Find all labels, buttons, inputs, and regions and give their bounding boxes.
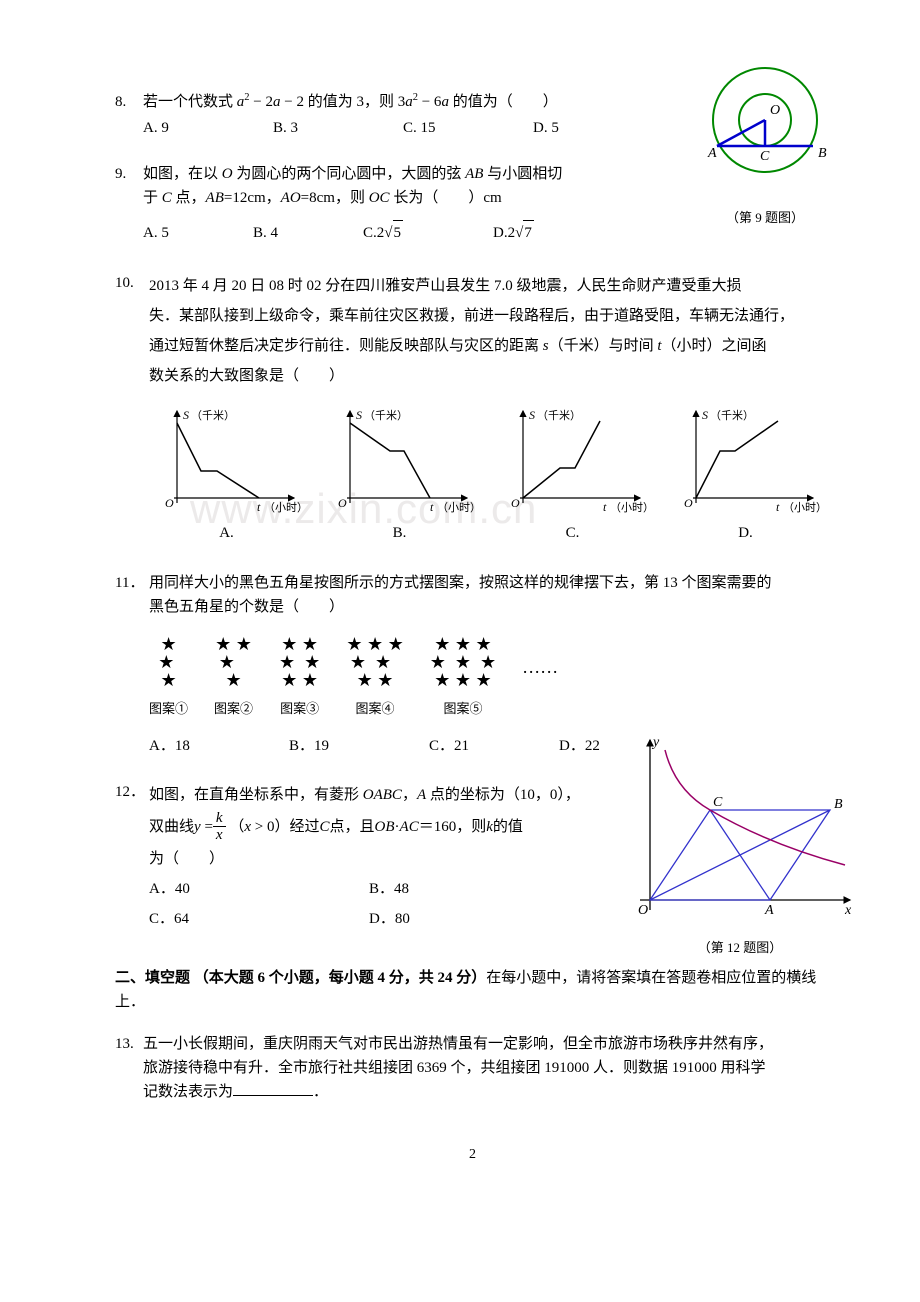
- q10-charts-row: S（千米） O t（小时） A. S（千米） O t（小时） B.: [149, 403, 830, 545]
- q8-number: 8.: [115, 90, 143, 114]
- svg-text:y: y: [651, 735, 660, 750]
- q11-pattern-4: ★ ★ ★ ★ ★ ★ ★ 图案④: [346, 635, 403, 720]
- q9-number: 9.: [115, 162, 143, 210]
- q11-pattern-3: ★ ★ ★ ★ ★ ★ 图案③: [279, 635, 320, 720]
- question-10: 10. 2013 年 4 月 20 日 08 时 02 分在四川雅安芦山县发生 …: [115, 271, 830, 545]
- q9-label-b: B: [818, 146, 827, 161]
- svg-text:O: O: [638, 903, 648, 918]
- svg-text:O: O: [165, 496, 174, 510]
- q9-label-o: O: [770, 103, 780, 118]
- q10-chart-c: S（千米） O t（小时） C.: [495, 403, 650, 545]
- svg-text:（千米）: （千米）: [710, 409, 754, 422]
- svg-text:（小时）: （小时）: [437, 501, 477, 513]
- svg-text:（千米）: （千米）: [537, 409, 581, 422]
- svg-text:S: S: [183, 408, 189, 422]
- q9-opt-c: C. 2√5: [363, 220, 493, 245]
- q12-opt-c: C．64: [149, 904, 369, 934]
- svg-text:O: O: [338, 496, 347, 510]
- svg-text:x: x: [844, 903, 852, 918]
- svg-text:S: S: [356, 408, 362, 422]
- question-8: 8. 若一个代数式 a2 − 2a − 2 的值为 3，则 3a2 − 6a 的…: [115, 90, 830, 140]
- q10-number: 10.: [115, 271, 149, 391]
- svg-text:（千米）: （千米）: [364, 409, 408, 422]
- question-13: 13. 五一小长假期间，重庆阴雨天气对市民出游热情虽有一定影响，但全市旅游市场秩…: [115, 1032, 830, 1104]
- q9-opt-d: D. 2√7: [493, 220, 534, 245]
- q11-opt-b: B．19: [289, 734, 429, 758]
- q13-number: 13.: [115, 1032, 143, 1104]
- q10-chart-a: S（千米） O t（小时） A.: [149, 403, 304, 545]
- svg-text:（小时）: （小时）: [610, 501, 650, 513]
- svg-text:t: t: [257, 500, 261, 513]
- question-12: 12． 如图，在直角坐标系中，有菱形 OABC，A 点的坐标为（10，0）， 双…: [115, 780, 830, 934]
- svg-text:O: O: [684, 496, 693, 510]
- svg-text:t: t: [603, 500, 607, 513]
- q8-text-mid2: 的值为（ ）: [449, 94, 558, 110]
- svg-text:C: C: [713, 795, 723, 810]
- svg-text:S: S: [529, 408, 535, 422]
- q8-text-pre: 若一个代数式: [143, 94, 237, 110]
- q10-chart-b: S（千米） O t（小时） B.: [322, 403, 477, 545]
- q9-label-a: A: [707, 146, 717, 161]
- q13-blank: [233, 1080, 313, 1096]
- svg-text:t: t: [776, 500, 780, 513]
- svg-text:A: A: [764, 903, 774, 918]
- q12-opt-a: A．40: [149, 874, 369, 904]
- question-9: 9. 如图，在以 O 为圆心的两个同心圆中，大圆的弦 AB 与小圆相切 于 C …: [115, 162, 830, 245]
- q8-opt-a: A. 9: [143, 116, 273, 140]
- page-number: 2: [115, 1144, 830, 1166]
- q8-opt-d: D. 5: [533, 116, 559, 140]
- q11-pattern-2: ★ ★ ★ ★ 图案②: [214, 635, 253, 720]
- q10-chart-d: S（千米） O t（小时） D.: [668, 403, 823, 545]
- q11-opt-a: A．18: [149, 734, 289, 758]
- q9-opt-a: A. 5: [143, 221, 253, 245]
- svg-text:（千米）: （千米）: [191, 409, 235, 422]
- section-2-header: 二、填空题 （本大题 6 个小题，每小题 4 分，共 24 分）在每小题中，请将…: [115, 966, 830, 1014]
- q11-opt-c: C．21: [429, 734, 559, 758]
- q11-opt-d: D．22: [559, 734, 600, 758]
- q12-number: 12．: [115, 780, 149, 934]
- q11-patterns: ★ ★ ★ 图案① ★ ★ ★ ★ 图案② ★ ★ ★ ★ ★ ★ 图案③ ★ …: [149, 635, 830, 720]
- q8-opt-b: B. 3: [273, 116, 403, 140]
- q12-opt-b: B．48: [369, 874, 409, 904]
- svg-text:S: S: [702, 408, 708, 422]
- svg-text:B: B: [834, 797, 843, 812]
- q12-figure: y x O A B C （第 12 题图）: [620, 730, 860, 959]
- q9-opt-b: B. 4: [253, 221, 363, 245]
- q11-dots: ……: [522, 653, 558, 702]
- q11-pattern-5: ★ ★ ★ ★ ★ ★ ★ ★ ★ 图案⑤: [430, 635, 496, 720]
- q12-figcap: （第 12 题图）: [620, 938, 860, 959]
- q8-opt-c: C. 15: [403, 116, 533, 140]
- q11-pattern-1: ★ ★ ★ 图案①: [149, 635, 188, 720]
- q11-number: 11．: [115, 571, 149, 619]
- q12-opt-d: D．80: [369, 904, 410, 934]
- svg-text:t: t: [430, 500, 434, 513]
- svg-text:（小时）: （小时）: [783, 501, 823, 513]
- svg-text:（小时）: （小时）: [264, 501, 304, 513]
- q8-text-mid1: 的值为 3，则: [304, 94, 398, 110]
- svg-text:O: O: [511, 496, 520, 510]
